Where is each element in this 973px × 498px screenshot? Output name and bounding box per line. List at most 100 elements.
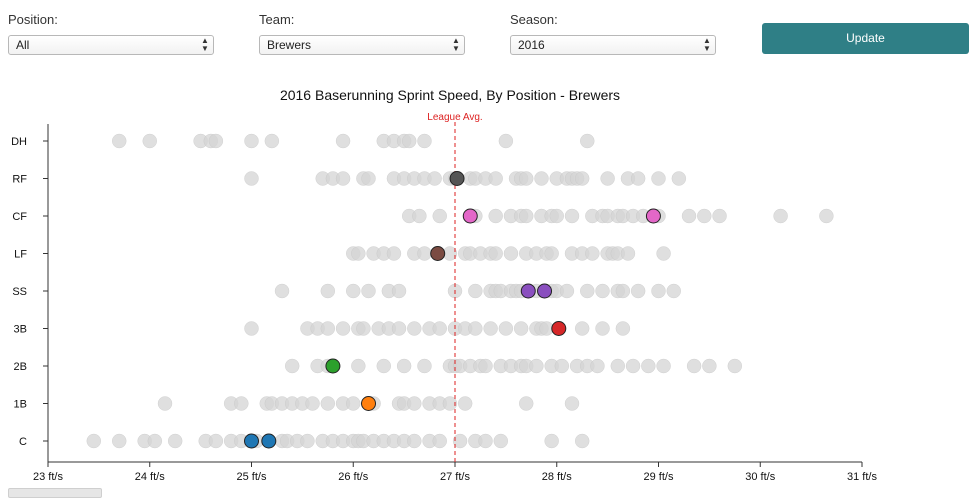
league-average-label: League Avg. — [427, 112, 482, 123]
league-player-point — [264, 133, 280, 149]
league-player-point — [702, 358, 717, 374]
league-player-point — [574, 171, 590, 186]
league-player-point — [111, 433, 127, 449]
league-player-point — [630, 283, 646, 299]
plot-area: DH RF CF LF SS 3B 2B 1B C 23 ft/s 24 ft/s 25 ft/s 26… — [11, 112, 877, 483]
league-player-point — [493, 433, 509, 449]
league-player-point — [86, 433, 102, 449]
league-player-point — [585, 246, 600, 261]
league-player-point — [432, 321, 447, 336]
league-player-point — [595, 283, 610, 299]
league-player-point — [819, 208, 834, 224]
y-tick-label: RF — [12, 174, 27, 186]
league-player-point — [773, 208, 788, 224]
update-button[interactable]: Update — [762, 23, 969, 54]
x-tick-label: 28 ft/s — [542, 471, 572, 483]
select-arrows-icon: ▲ ▼ — [201, 36, 209, 53]
y-tick-label: C — [19, 436, 27, 448]
x-tick-label: 24 ft/s — [135, 471, 165, 483]
league-player-point — [681, 208, 697, 224]
league-player-point — [157, 396, 173, 411]
league-player-point — [244, 321, 259, 336]
position-select-value: All — [16, 38, 30, 52]
league-player-point — [386, 246, 402, 261]
team-label: Team: — [259, 12, 295, 27]
x-tick-label: 29 ft/s — [644, 471, 674, 483]
league-player-point — [488, 208, 503, 224]
league-player-point — [666, 283, 682, 299]
league-player-point — [208, 133, 224, 149]
league-player-point — [610, 358, 626, 374]
league-player-point — [356, 321, 371, 336]
sprint-speed-chart: 2016 Baserunning Sprint Speed, By Positi… — [11, 87, 877, 483]
league-player-point — [518, 171, 534, 186]
chart-title: 2016 Baserunning Sprint Speed, By Positi… — [280, 87, 620, 103]
league-player-point — [432, 208, 447, 224]
position-label: Position: — [8, 12, 58, 27]
league-player-point — [401, 133, 417, 149]
league-player-point — [417, 133, 432, 149]
league-player-point — [630, 171, 646, 186]
x-tick-label: 27 ft/s — [440, 471, 470, 483]
league-player-point — [320, 321, 336, 336]
league-player-point — [335, 133, 351, 149]
league-player-point — [427, 171, 442, 186]
league-player-point — [580, 283, 595, 299]
y-tick-label: SS — [12, 286, 27, 298]
league-player-point — [686, 358, 702, 374]
league-player-point — [452, 433, 468, 449]
league-player-point — [320, 283, 336, 299]
league-player-point — [167, 433, 183, 449]
position-select[interactable]: All ▲ ▼ — [8, 35, 214, 55]
league-player-point — [417, 358, 432, 374]
y-tick-label: CF — [12, 211, 27, 223]
season-select-value: 2016 — [518, 38, 545, 52]
league-player-point — [407, 433, 422, 449]
league-player-point — [600, 171, 615, 186]
team-player-point — [361, 396, 377, 411]
season-label: Season: — [510, 12, 558, 27]
league-player-point — [478, 358, 493, 374]
team-player-point — [537, 283, 553, 299]
league-player-point — [574, 321, 590, 336]
x-tick-label: 26 ft/s — [338, 471, 368, 483]
league-player-point — [559, 283, 575, 299]
team-player-point — [244, 433, 259, 449]
team-filter: Team: Brewers ▲ ▼ — [259, 12, 465, 55]
league-player-point — [544, 246, 559, 261]
league-player-point — [620, 246, 636, 261]
season-select[interactable]: 2016 ▲ ▼ — [510, 35, 716, 55]
scroll-stub — [8, 488, 102, 498]
team-player-point — [430, 246, 446, 261]
league-player-point — [442, 396, 458, 411]
x-tick-label: 23 ft/s — [33, 471, 63, 483]
league-player-point — [518, 396, 534, 411]
league-player-point — [407, 321, 422, 336]
team-select[interactable]: Brewers ▲ ▼ — [259, 35, 465, 55]
league-player-point — [417, 246, 432, 261]
league-player-point — [457, 396, 473, 411]
league-player-point — [346, 283, 361, 299]
league-player-point — [580, 133, 595, 149]
league-player-point — [208, 433, 224, 449]
league-player-point — [407, 396, 422, 411]
league-player-point — [305, 396, 320, 411]
league-player-point — [564, 396, 580, 411]
team-player-point — [325, 358, 341, 374]
league-player-point — [244, 133, 259, 149]
league-player-point — [468, 283, 483, 299]
x-tick-label: 30 ft/s — [745, 471, 775, 483]
team-player-point — [520, 283, 536, 299]
league-player-point — [361, 283, 376, 299]
league-player-point — [468, 321, 483, 336]
league-player-point — [391, 283, 407, 299]
league-player-point — [244, 171, 259, 186]
team-player-point — [551, 321, 567, 336]
team-player-point — [449, 171, 465, 186]
league-player-point — [671, 171, 687, 186]
y-tick-label: DH — [11, 136, 27, 148]
league-player-point — [656, 358, 671, 374]
league-player-point — [615, 283, 631, 299]
league-player-point — [615, 321, 631, 336]
league-player-point — [396, 358, 412, 374]
